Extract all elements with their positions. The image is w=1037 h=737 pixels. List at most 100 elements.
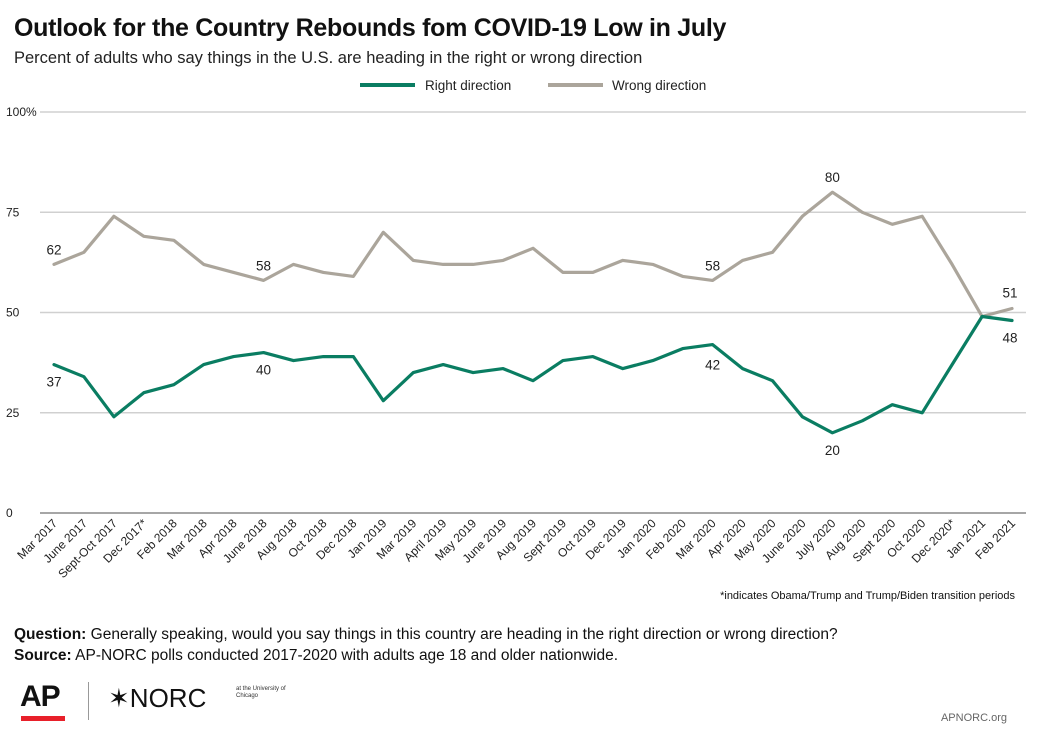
data-point — [711, 343, 714, 346]
data-point — [621, 367, 625, 370]
data-point — [202, 363, 205, 366]
data-point — [441, 363, 445, 366]
data-point — [501, 367, 505, 370]
data-point — [1010, 319, 1014, 322]
norc-logo: ✶NORC — [108, 683, 206, 714]
data-point — [801, 415, 804, 418]
ap-logo: AP — [20, 680, 61, 713]
data-point — [831, 191, 834, 194]
data-point — [1010, 307, 1014, 310]
data-point — [561, 271, 565, 274]
ap-logo-bar — [21, 716, 65, 721]
data-point — [950, 263, 954, 266]
data-point — [142, 235, 146, 238]
data-point — [112, 215, 116, 218]
data-point — [950, 363, 954, 366]
data-label: 58 — [256, 258, 271, 273]
data-point — [471, 371, 475, 374]
data-point — [262, 279, 265, 282]
data-point — [531, 247, 535, 250]
data-label: 40 — [256, 363, 271, 378]
data-point — [471, 263, 475, 266]
data-point — [891, 403, 894, 406]
data-point — [801, 215, 804, 218]
source-label: Source: — [14, 647, 72, 664]
data-point — [741, 367, 744, 370]
legend-label: Wrong direction — [612, 78, 706, 93]
data-point — [352, 275, 355, 278]
data-point — [771, 251, 774, 254]
data-point — [232, 271, 235, 274]
data-point — [891, 223, 894, 226]
data-label: 48 — [1002, 331, 1017, 346]
question-text: Question: Generally speaking, would you … — [14, 626, 838, 644]
data-point — [322, 271, 325, 274]
data-point — [82, 375, 86, 378]
data-point — [980, 315, 984, 318]
question-label: Question: — [14, 626, 87, 643]
norc-logo-subtext: at the University of Chicago — [236, 686, 286, 699]
source-body: AP-NORC polls conducted 2017-2020 with a… — [71, 647, 619, 664]
data-point — [681, 275, 684, 278]
data-point — [711, 279, 714, 282]
y-tick-label: 75 — [6, 205, 20, 219]
data-point — [322, 355, 325, 358]
data-point — [591, 355, 595, 358]
data-point — [352, 355, 355, 358]
data-label: 62 — [46, 242, 61, 257]
data-point — [621, 259, 625, 262]
data-point — [591, 271, 595, 274]
data-label: 51 — [1002, 285, 1017, 300]
norc-logo-text: NORC — [129, 683, 207, 713]
data-point — [172, 239, 175, 242]
data-point — [412, 259, 415, 262]
data-point — [382, 399, 385, 402]
data-label: 80 — [825, 170, 840, 185]
data-point — [232, 355, 235, 358]
data-point — [920, 215, 924, 218]
data-label: 20 — [825, 443, 840, 458]
data-point — [202, 263, 205, 266]
data-point — [382, 231, 385, 234]
data-point — [441, 263, 445, 266]
data-point — [561, 359, 565, 362]
data-point — [292, 359, 295, 362]
chart-subtitle: Percent of adults who say things in the … — [14, 49, 643, 67]
data-point — [741, 259, 744, 262]
data-point — [501, 259, 505, 262]
series-line-right-direction — [52, 314, 1014, 435]
logo-divider — [88, 682, 89, 720]
y-tick-label: 0 — [6, 506, 13, 520]
data-label: 37 — [46, 375, 61, 390]
legend-label: Right direction — [425, 78, 511, 93]
data-point — [52, 263, 56, 266]
data-label: 58 — [705, 258, 720, 273]
data-point — [531, 379, 535, 382]
data-point — [651, 263, 654, 266]
data-point — [172, 383, 175, 386]
data-point — [861, 211, 864, 214]
data-point — [112, 415, 116, 418]
data-point — [412, 371, 415, 374]
data-point — [681, 347, 684, 350]
data-point — [920, 411, 924, 414]
data-point — [771, 379, 774, 382]
data-point — [292, 263, 295, 266]
data-point — [82, 251, 86, 254]
series-line-wrong-direction — [52, 190, 1014, 319]
data-point — [52, 363, 56, 366]
data-point — [262, 351, 265, 354]
chart-title: Outlook for the Country Rebounds fom COV… — [14, 14, 727, 42]
norc-star-icon: ✶ — [108, 683, 130, 713]
y-tick-label: 100% — [6, 105, 37, 119]
data-point — [831, 431, 834, 434]
footnote: *indicates Obama/Trump and Trump/Biden t… — [720, 590, 1015, 602]
source-text: Source: AP-NORC polls conducted 2017-202… — [14, 647, 618, 665]
website-label: APNORC.org — [940, 712, 1007, 724]
data-label: 42 — [705, 358, 720, 373]
data-point — [651, 359, 654, 362]
data-point — [142, 391, 146, 394]
y-tick-label: 25 — [6, 406, 20, 420]
y-tick-label: 50 — [6, 306, 20, 320]
